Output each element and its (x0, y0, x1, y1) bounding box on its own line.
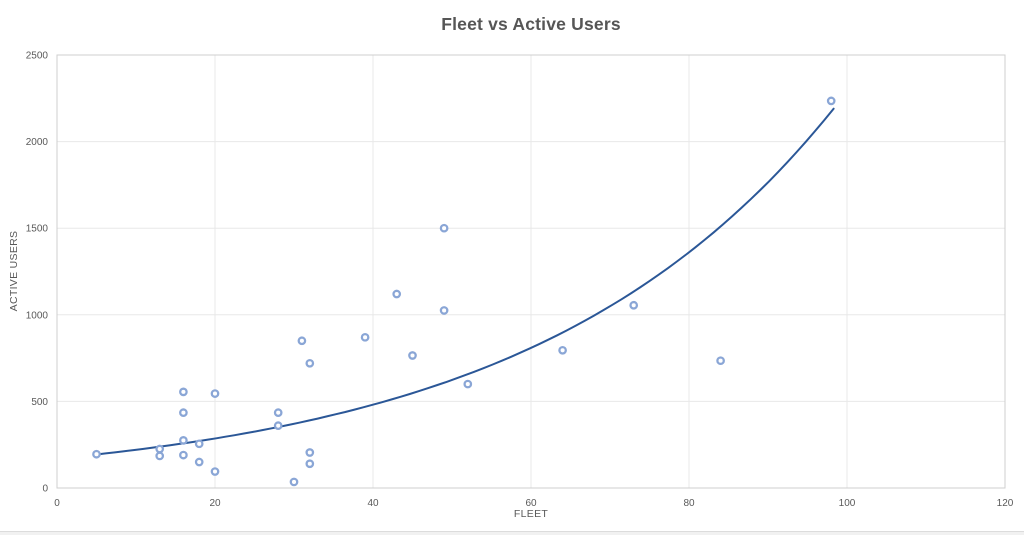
x-tick-label: 40 (367, 498, 379, 509)
data-point (289, 477, 299, 487)
data-point (155, 451, 165, 461)
data-point (629, 300, 639, 310)
data-point (194, 439, 204, 449)
data-point (360, 332, 370, 342)
x-tick-label: 20 (209, 498, 221, 509)
x-tick-label: 120 (997, 498, 1014, 509)
data-point (179, 408, 188, 418)
y-tick-label: 1500 (26, 224, 49, 235)
y-tick-label: 2500 (26, 51, 49, 62)
data-point (273, 408, 283, 418)
data-point (716, 356, 725, 366)
window-bottom-edge (0, 531, 1024, 535)
plot-frame (56, 54, 1006, 489)
y-tick-label: 0 (42, 484, 48, 495)
x-tick-label: 60 (525, 498, 537, 509)
data-point (439, 223, 449, 233)
x-tick-label: 100 (839, 498, 856, 509)
y-tick-label: 1000 (26, 310, 49, 321)
data-point (179, 436, 188, 445)
x-tick-label: 0 (54, 498, 60, 509)
data-point (273, 421, 283, 430)
data-point (210, 467, 220, 476)
data-point (179, 387, 188, 397)
x-axis-title: FLEET (513, 508, 549, 520)
data-point (439, 306, 449, 315)
data-point (194, 457, 204, 467)
data-point (155, 444, 165, 454)
data-point (305, 448, 315, 457)
data-point (826, 96, 836, 106)
data-point (297, 336, 307, 346)
data-point (305, 358, 315, 368)
chart-title: Fleet vs Active Users (441, 14, 621, 34)
data-point (92, 449, 101, 459)
data-point (179, 450, 188, 460)
data-point (392, 289, 402, 299)
data-point (463, 379, 473, 389)
data-point (210, 389, 220, 398)
y-tick-label: 2000 (26, 137, 49, 148)
data-point (305, 459, 315, 469)
data-point (408, 351, 417, 360)
data-point (558, 345, 567, 355)
y-tick-label: 500 (31, 397, 48, 408)
x-tick-label: 80 (683, 498, 695, 509)
trend-line (95, 107, 835, 456)
